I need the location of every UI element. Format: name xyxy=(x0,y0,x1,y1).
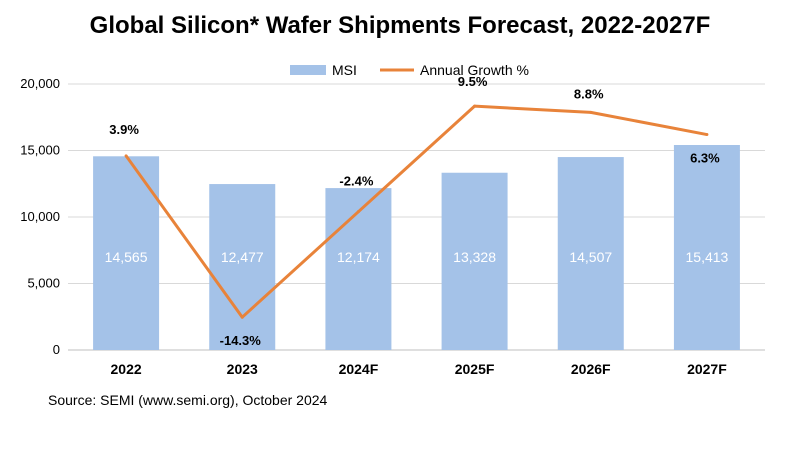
bars xyxy=(93,145,740,350)
x-tick-label: 2024F xyxy=(339,361,379,377)
x-tick-label: 2023 xyxy=(227,361,258,377)
growth-point xyxy=(124,154,128,158)
bar-msi-2025F xyxy=(441,172,508,350)
bar-labels: 14,565 12,477 12,174 13,328 14,507 15,413 xyxy=(105,249,729,265)
x-tick-label: 2022 xyxy=(111,361,142,377)
growth-value-label: 6.3% xyxy=(690,151,720,166)
legend-swatch-msi xyxy=(290,65,326,75)
growth-point xyxy=(240,315,244,319)
x-tick-label: 2026F xyxy=(571,361,611,377)
bar-value-label: 15,413 xyxy=(686,249,729,265)
growth-value-label: 3.9% xyxy=(109,122,139,137)
growth-point xyxy=(473,104,477,108)
y-tick-label: 20,000 xyxy=(20,76,60,91)
y-axis-ticks: 0 5,000 10,000 15,000 20,000 xyxy=(20,76,60,357)
y-tick-label: 5,000 xyxy=(27,276,60,291)
bar-value-label: 14,507 xyxy=(569,249,612,265)
bar-msi-2027F xyxy=(673,145,740,350)
growth-point xyxy=(705,133,709,137)
bar-msi-2023 xyxy=(209,184,276,350)
legend-label-msi: MSI xyxy=(332,62,357,78)
y-tick-label: 15,000 xyxy=(20,143,60,158)
growth-value-label: -14.3% xyxy=(220,333,262,348)
chart-title: Global Silicon* Wafer Shipments Forecast… xyxy=(89,12,711,39)
bar-msi-2026F xyxy=(557,157,624,350)
y-tick-label: 10,000 xyxy=(20,209,60,224)
y-tick-label: 0 xyxy=(53,342,60,357)
growth-point xyxy=(356,210,360,214)
bar-value-label: 12,477 xyxy=(221,249,264,265)
bar-value-label: 13,328 xyxy=(453,249,496,265)
growth-point xyxy=(589,110,593,114)
legend: MSI Annual Growth % xyxy=(290,62,529,78)
growth-value-label: -2.4% xyxy=(339,174,373,189)
x-tick-label: 2025F xyxy=(455,361,495,377)
growth-value-label: 8.8% xyxy=(574,86,604,101)
bar-value-label: 12,174 xyxy=(337,249,380,265)
source-note: Source: SEMI (www.semi.org), October 202… xyxy=(48,392,328,408)
x-tick-label: 2027F xyxy=(687,361,727,377)
growth-labels: 3.9% -14.3% -2.4% 9.5% 8.8% 6.3% xyxy=(109,74,720,348)
x-axis-ticks: 2022 2023 2024F 2025F 2026F 2027F xyxy=(111,361,728,377)
gridlines xyxy=(68,83,765,351)
growth-series-line xyxy=(124,104,708,319)
legend-label-growth: Annual Growth % xyxy=(420,62,529,78)
growth-value-label: 9.5% xyxy=(458,74,488,89)
growth-line xyxy=(124,104,709,319)
bar-value-label: 14,565 xyxy=(105,249,148,265)
bar-msi-2024F xyxy=(325,188,392,350)
